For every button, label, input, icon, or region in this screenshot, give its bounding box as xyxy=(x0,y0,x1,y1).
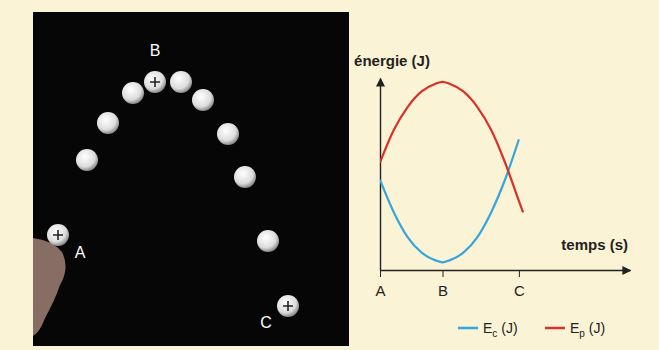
ball xyxy=(192,89,214,111)
hand xyxy=(33,238,66,336)
x-axis-title: temps (s) xyxy=(561,236,628,253)
photo-background xyxy=(33,12,349,346)
x-tick: A xyxy=(375,270,385,299)
x-tick-label: C xyxy=(514,282,525,299)
y-axis-line xyxy=(380,79,381,271)
photo-label: A xyxy=(75,244,86,261)
legend: Ec (J) Ep (J) xyxy=(458,320,605,339)
ball xyxy=(97,112,119,134)
ball xyxy=(234,166,256,188)
series-line xyxy=(380,82,523,213)
x-axis-line xyxy=(381,270,631,271)
ball xyxy=(170,71,192,93)
x-tick: C xyxy=(514,270,525,299)
x-tick-label: A xyxy=(375,282,385,299)
x-tick-label: B xyxy=(438,282,448,299)
plot-area xyxy=(380,82,523,262)
ball xyxy=(217,123,239,145)
figure: A B C A B Cénergie (J) temps (s) Ec (J) Ep (J) xyxy=(0,0,659,350)
ball xyxy=(257,230,279,252)
ball xyxy=(76,149,98,171)
photo-label: C xyxy=(260,314,272,331)
x-tick: B xyxy=(438,270,448,299)
ball xyxy=(47,224,69,246)
photo: A B C xyxy=(33,12,349,346)
x-axis: A B C xyxy=(375,270,630,299)
y-axis-title: énergie (J) xyxy=(354,52,430,69)
center-marker xyxy=(150,77,160,87)
center-marker xyxy=(53,230,63,240)
chart: A B Cénergie (J) temps (s) Ec (J) Ep (J) xyxy=(354,52,630,339)
ball xyxy=(277,295,299,317)
x-tick-mark xyxy=(443,270,444,277)
photo-label: B xyxy=(150,42,161,59)
ball xyxy=(144,71,166,93)
ball xyxy=(122,82,144,104)
legend-swatch xyxy=(458,327,478,330)
x-tick-mark xyxy=(380,270,381,277)
legend-swatch xyxy=(545,327,565,330)
legend-label: Ec (J) xyxy=(483,320,518,339)
x-tick-mark xyxy=(519,270,520,277)
y-axis xyxy=(380,79,381,271)
center-marker xyxy=(283,301,293,311)
legend-label: Ep (J) xyxy=(570,320,605,339)
series-line xyxy=(380,139,519,262)
